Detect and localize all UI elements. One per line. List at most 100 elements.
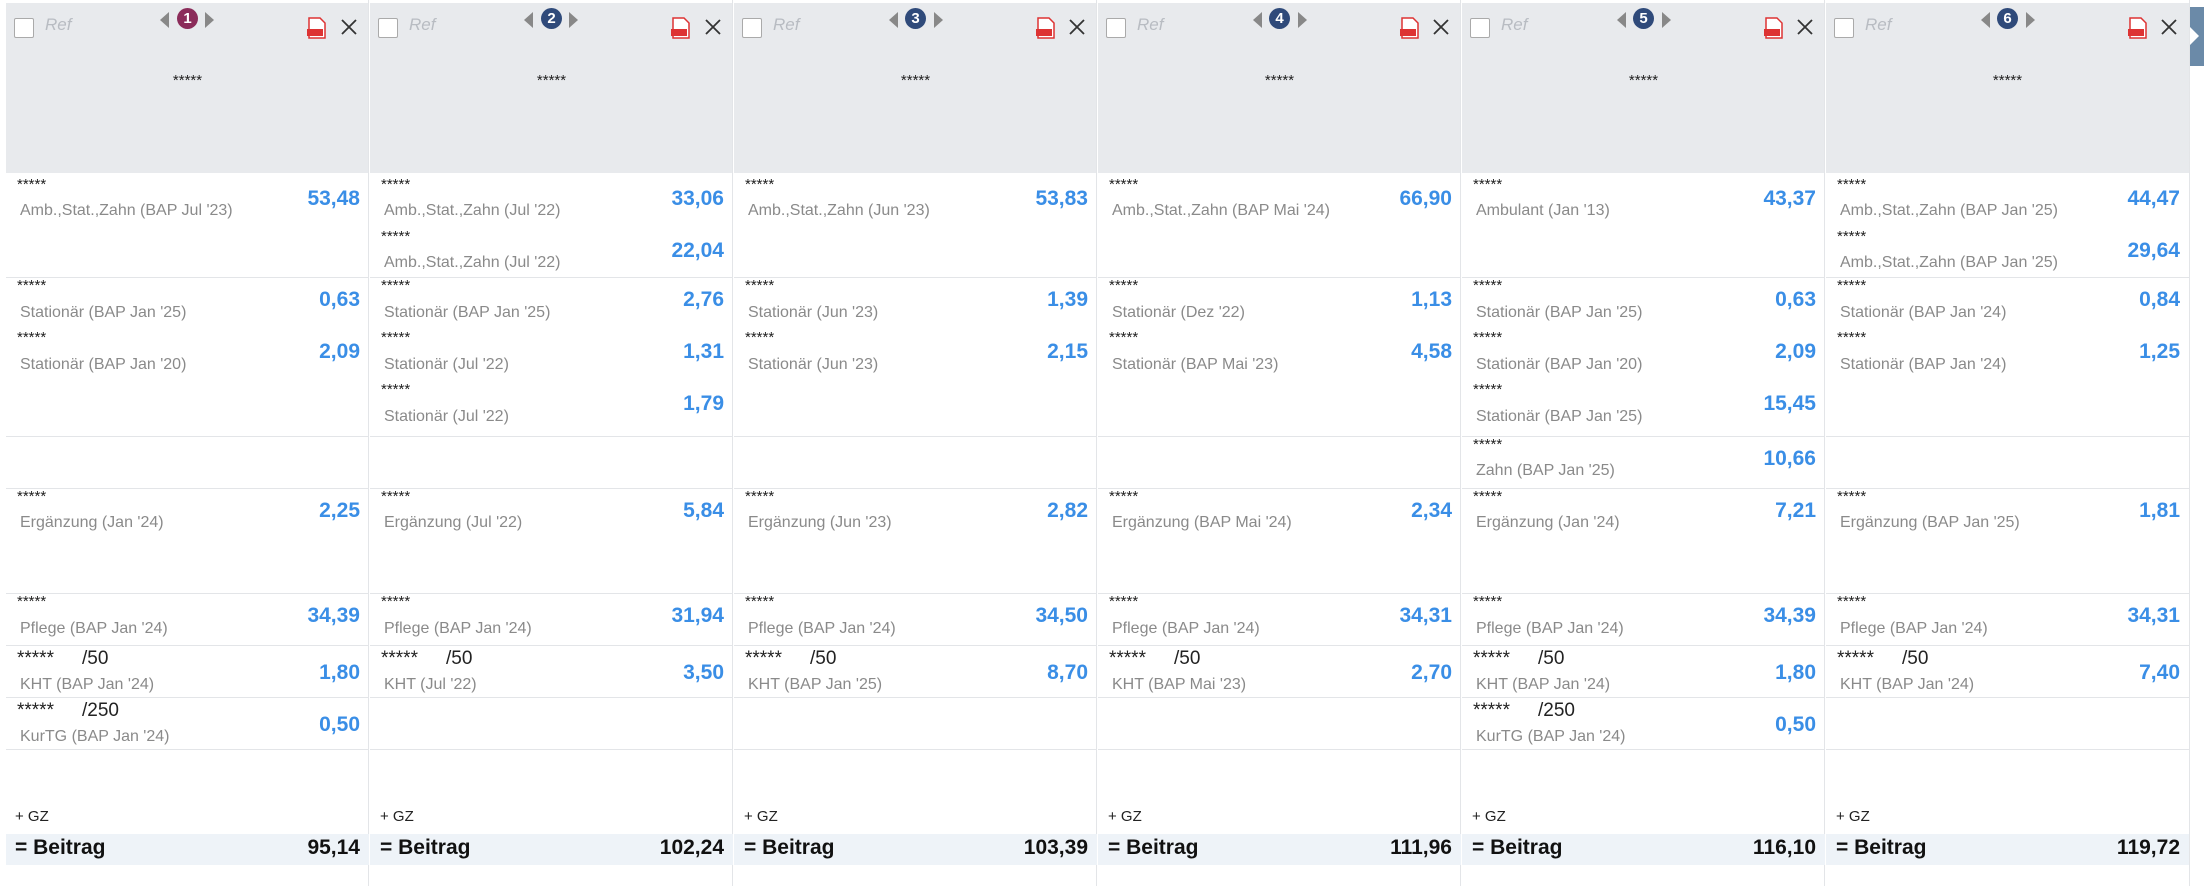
tariff-name: ***** xyxy=(381,381,411,398)
select-checkbox[interactable] xyxy=(1834,18,1854,38)
section-divider xyxy=(1098,436,1461,437)
section-divider xyxy=(1462,645,1825,646)
select-checkbox[interactable] xyxy=(14,18,34,38)
tariff-value: 0,50 xyxy=(1775,713,1816,736)
tariff-value: 1,13 xyxy=(1411,288,1452,311)
tariff-limit: /50 xyxy=(1174,648,1201,669)
tariff-label: Stationär (Jul '22) xyxy=(384,408,509,425)
select-checkbox[interactable] xyxy=(378,18,398,38)
section-divider xyxy=(1826,645,2189,646)
column-name: ***** xyxy=(1628,72,1659,89)
total-value: 103,39 xyxy=(1023,836,1088,859)
total-label: = Beitrag xyxy=(1836,836,1927,859)
section-divider xyxy=(734,436,1097,437)
select-checkbox[interactable] xyxy=(742,18,762,38)
column-name: ***** xyxy=(1264,72,1295,89)
close-button[interactable] xyxy=(1795,17,1815,37)
total-row xyxy=(734,834,1097,865)
close-button[interactable] xyxy=(339,17,359,37)
close-icon xyxy=(1433,19,1449,35)
tariff-label: Stationär (BAP Mai '23) xyxy=(1112,356,1279,373)
pdf-button[interactable] xyxy=(1399,17,1421,39)
tariff-label: Zahn (BAP Jan '25) xyxy=(1476,462,1615,479)
tariff-value: 22,04 xyxy=(671,239,724,262)
nav-arrows[interactable] xyxy=(1614,6,1674,34)
tariff-name: ***** xyxy=(381,176,411,193)
nav-arrows[interactable] xyxy=(157,6,217,34)
select-checkbox[interactable] xyxy=(1470,18,1490,38)
column-divider xyxy=(732,0,733,886)
tariff-name: ***** xyxy=(1837,228,1867,245)
section-divider xyxy=(6,645,369,646)
pdf-button[interactable] xyxy=(1763,17,1785,39)
tariff-label: Amb.,Stat.,Zahn (Jul '22) xyxy=(384,254,561,271)
tariff-name: ***** xyxy=(745,488,775,505)
total-row xyxy=(1462,834,1825,865)
tariff-name: ***** xyxy=(1473,176,1503,193)
tariff-label: Stationär (BAP Jan '24) xyxy=(1840,304,2007,321)
tariff-label: Ergänzung (Jan '24) xyxy=(1476,514,1620,531)
nav-arrows[interactable] xyxy=(1250,6,1310,34)
tariff-limit: /250 xyxy=(1538,700,1575,721)
tariff-value: 7,21 xyxy=(1775,499,1816,522)
nav-arrows[interactable] xyxy=(1978,6,2038,34)
section-divider xyxy=(734,645,1097,646)
close-icon xyxy=(1797,19,1813,35)
total-label: = Beitrag xyxy=(744,836,835,859)
column-number: 6 xyxy=(1997,8,2018,29)
tariff-value: 0,84 xyxy=(2139,288,2180,311)
tariff-label: Pflege (BAP Jan '24) xyxy=(1476,620,1624,637)
tariff-label: Pflege (BAP Jan '24) xyxy=(1840,620,1988,637)
tariff-name: ***** xyxy=(1109,277,1139,294)
tariff-label: KHT (BAP Jan '25) xyxy=(748,676,883,693)
tariff-name: ***** xyxy=(1473,488,1503,505)
tariff-label: KurTG (BAP Jan '24) xyxy=(1476,728,1626,745)
tariff-value: 1,31 xyxy=(683,340,724,363)
pdf-icon xyxy=(307,17,326,39)
tariff-limit: /250 xyxy=(82,700,119,721)
nav-arrows[interactable] xyxy=(521,6,581,34)
toggle-arrow xyxy=(2188,25,2199,47)
nav-arrows[interactable] xyxy=(886,6,946,34)
tariff-value: 3,50 xyxy=(683,661,724,684)
column-name: ***** xyxy=(172,72,203,89)
tariff-value: 31,94 xyxy=(671,604,724,627)
section-divider xyxy=(734,749,1097,750)
tariff-value: 2,25 xyxy=(319,499,360,522)
tariff-label: KurTG (BAP Jan '24) xyxy=(20,728,170,745)
total-value: 95,14 xyxy=(307,836,360,859)
column-divider xyxy=(1096,0,1097,886)
close-button[interactable] xyxy=(2159,17,2179,37)
tariff-value: 7,40 xyxy=(2139,661,2180,684)
tariff-value: 8,70 xyxy=(1047,661,1088,684)
tariff-label: Stationär (BAP Jan '25) xyxy=(1476,304,1643,321)
close-button[interactable] xyxy=(703,17,723,37)
section-divider xyxy=(370,593,733,594)
tariff-value: 2,82 xyxy=(1047,499,1088,522)
tariff-value: 33,06 xyxy=(671,187,724,210)
section-divider xyxy=(370,645,733,646)
pdf-button[interactable] xyxy=(1035,17,1057,39)
pdf-icon xyxy=(1400,17,1419,39)
close-button[interactable] xyxy=(1067,17,1087,37)
tariff-value: 66,90 xyxy=(1399,187,1452,210)
tariff-name: ***** xyxy=(1837,329,1867,346)
pdf-button[interactable] xyxy=(306,17,328,39)
ref-label: Ref xyxy=(1865,15,1892,34)
column-number: 5 xyxy=(1633,8,1654,29)
tariff-label: Amb.,Stat.,Zahn (BAP Jan '25) xyxy=(1840,202,2058,219)
select-checkbox[interactable] xyxy=(1106,18,1126,38)
tariff-label: Stationär (Jul '22) xyxy=(384,356,509,373)
section-divider xyxy=(1826,488,2189,489)
tariff-name: ***** xyxy=(1473,381,1503,398)
total-value: 119,72 xyxy=(2116,836,2180,859)
close-button[interactable] xyxy=(1431,17,1451,37)
tariff-label: Amb.,Stat.,Zahn (BAP Jul '23) xyxy=(20,202,233,219)
close-icon xyxy=(341,19,357,35)
pdf-button[interactable] xyxy=(2127,17,2149,39)
total-row xyxy=(370,834,733,865)
pdf-button[interactable] xyxy=(670,17,692,39)
column-divider xyxy=(1824,0,1825,886)
gz-label: + GZ xyxy=(1108,808,1142,825)
